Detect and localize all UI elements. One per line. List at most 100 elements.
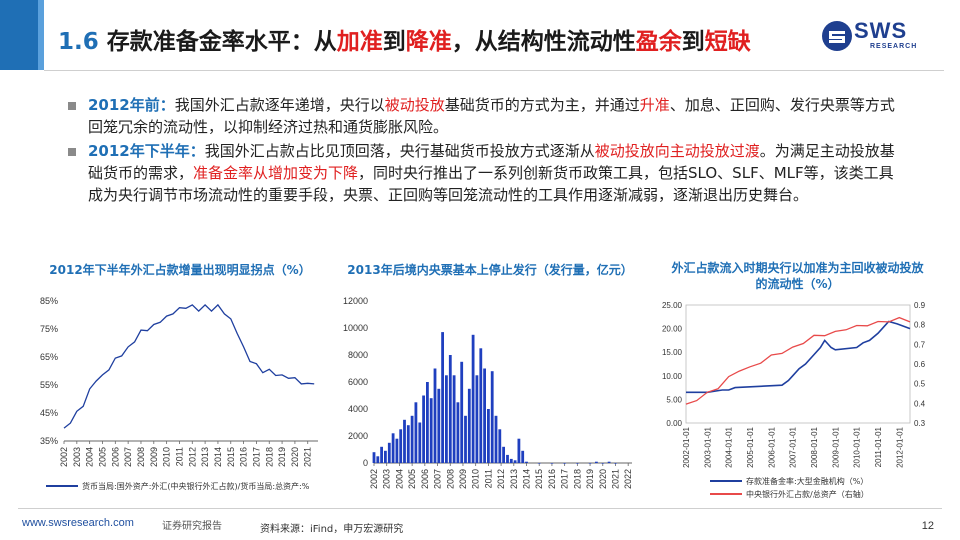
- x-tick-label: 2018: [572, 469, 582, 489]
- bullet-segment: 、加息、正回购、发行央票等方式回笼冗余的流动性，以抑制经济过热和通货膨胀风险。: [88, 96, 895, 136]
- y2-tick-label: 0.3: [914, 419, 926, 428]
- bar: [380, 446, 383, 463]
- y-tick-label: 5.00: [666, 395, 682, 404]
- plot-frame: [685, 304, 911, 424]
- bar: [437, 388, 441, 464]
- x-tick-label: 2006: [420, 469, 430, 489]
- legend-label: 货币当局:国外资产:外汇(中央银行外汇占款)/货币当局:总资产:%: [82, 481, 310, 491]
- x-tick-label: 2007: [123, 447, 133, 467]
- y-tick-label: 15.00: [662, 348, 683, 357]
- bar: [513, 460, 517, 463]
- y-tick-label: 85%: [40, 296, 58, 306]
- x-tick-label: 2017: [251, 447, 261, 467]
- bar: [525, 461, 528, 463]
- bar: [445, 375, 448, 464]
- bullet-segment: 我国外汇占款逐年递增，央行以: [174, 96, 385, 114]
- x-tick-label: 2021: [610, 469, 620, 489]
- bullet-square-icon: [68, 102, 76, 110]
- x-tick-label: 2019: [277, 447, 287, 467]
- x-tick-label: 2018: [264, 447, 274, 467]
- page-title: 1.6 存款准备金率水平：从加准到降准，从结构性流动性盈余到短缺: [58, 22, 751, 56]
- x-tick-label: 2020: [290, 447, 300, 467]
- chart1-title: 2012年下半年外汇占款增量出现明显拐点（%）: [49, 263, 311, 277]
- x-tick-label: 2008: [136, 447, 146, 467]
- y-tick-label: 45%: [40, 408, 58, 418]
- y2-tick-label: 0.8: [914, 321, 926, 330]
- y-tick-label: 25.00: [662, 301, 683, 310]
- y-tick-label: 4000: [348, 404, 368, 414]
- series-line-left: [686, 320, 911, 394]
- x-tick-label: 2005: [407, 469, 417, 489]
- y-tick-label: 35%: [40, 436, 58, 446]
- x-tick-label: 2015: [226, 447, 236, 467]
- logo-subtitle: RESEARCH: [870, 43, 918, 50]
- title-text: 存款准备金率水平：从加准到降准，从结构性流动性盈余到短缺: [99, 29, 751, 55]
- title-segment: ，从结构性流动性: [451, 29, 636, 55]
- bar: [426, 382, 429, 463]
- x-tick-label: 2011: [483, 469, 493, 488]
- x-tick-label: 2010-01-01: [853, 426, 862, 467]
- bullet-segment: 基础货币的方式为主，并通过: [444, 96, 640, 114]
- x-tick-label: 2022: [623, 469, 633, 489]
- bar: [475, 375, 479, 464]
- bar: [460, 361, 464, 464]
- x-tick-label: 2006-01-01: [767, 426, 776, 467]
- bar: [607, 461, 611, 463]
- footer-divider: [18, 508, 942, 509]
- bar: [537, 463, 541, 464]
- bar: [433, 368, 437, 463]
- bar: [595, 461, 598, 463]
- bar: [614, 463, 617, 464]
- series-line-right: [685, 316, 911, 405]
- bar: [517, 438, 521, 463]
- x-tick-label: 2011: [174, 447, 184, 466]
- y2-tick-label: 0.7: [914, 340, 926, 349]
- title-segment: 降准: [405, 29, 452, 55]
- sws-logo-icon: [822, 21, 852, 51]
- bullet-item: 2012年前：我国外汇占款逐年递增，央行以被动投放基础货币的方式为主，并通过升准…: [68, 94, 908, 138]
- bar: [372, 452, 376, 463]
- title-segment: 盈余: [635, 29, 682, 55]
- y-tick-label: 75%: [40, 324, 58, 334]
- bar: [487, 409, 490, 463]
- legend-label-1: 存款准备金率:大型金融机构（%）: [746, 476, 868, 486]
- x-tick-label: 2010: [471, 469, 481, 489]
- x-tick-label: 2005: [97, 447, 107, 467]
- bullet-lead: 2012年前：: [88, 96, 175, 114]
- bar: [387, 442, 391, 464]
- x-tick-label: 2007-01-01: [789, 426, 798, 467]
- bar: [410, 415, 414, 464]
- x-tick-label: 2009-01-01: [831, 426, 840, 467]
- title-segment: 短缺: [704, 29, 751, 55]
- x-tick-label: 2012: [187, 447, 197, 467]
- bullet-segment: 。为满足主动投放基础货币的需求，: [88, 142, 895, 182]
- bar: [384, 450, 387, 463]
- x-tick-label: 2004: [85, 447, 95, 467]
- x-tick-label: 2009: [458, 469, 468, 489]
- bullet-highlight: 升准: [639, 96, 670, 114]
- bar: [422, 395, 425, 463]
- y-tick-label: 0: [363, 458, 368, 468]
- bar: [418, 422, 422, 463]
- x-tick-label: 2006: [110, 447, 120, 467]
- x-tick-label: 2003: [72, 447, 82, 467]
- title-segment: 存款准备金率水平：从: [98, 29, 337, 55]
- y2-tick-label: 0.6: [914, 360, 926, 369]
- x-tick-label: 2016: [547, 469, 557, 489]
- x-tick-label: 2020: [598, 469, 608, 489]
- bar: [550, 463, 554, 464]
- bullet-text: 2012年下半年：我国外汇占款占比见顶回落，央行基础货币投放方式逐渐从被动投放向…: [88, 142, 895, 204]
- bullet-highlight: 被动投放向主动投放过渡: [594, 142, 760, 160]
- y-tick-label: 10.00: [662, 372, 683, 381]
- bar: [494, 415, 498, 464]
- x-tick-label: 2010: [162, 447, 172, 467]
- header-accent-bar-light: [38, 0, 44, 70]
- series-line: [63, 303, 315, 429]
- footer-url-link[interactable]: www.swsresearch.com: [22, 517, 134, 529]
- x-tick-label: 2008-01-01: [810, 426, 819, 467]
- y-tick-label: 6000: [348, 377, 368, 387]
- x-tick-label: 2004: [394, 469, 404, 489]
- x-tick-label: 2021: [303, 447, 313, 467]
- legend-label-2: 中央银行外汇占款/总资产（右轴）: [746, 489, 869, 499]
